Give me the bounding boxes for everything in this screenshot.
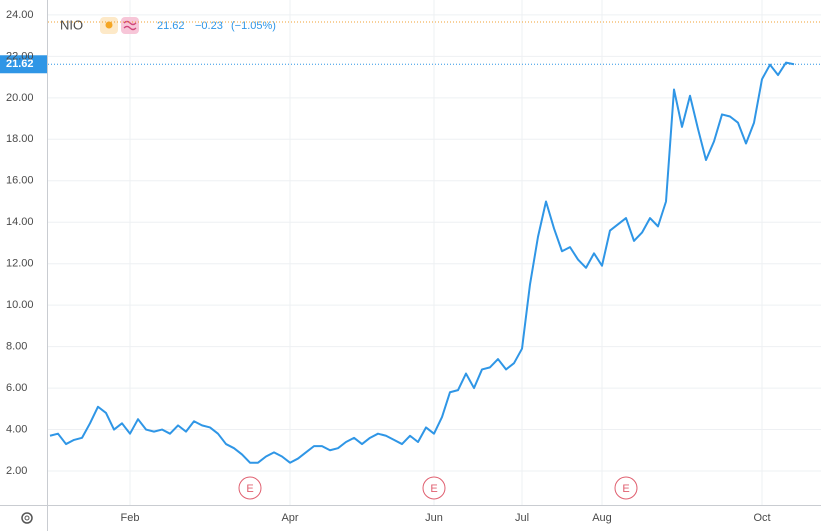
y-tick-label: 6.00: [6, 382, 27, 394]
y-tick-label: 12.00: [6, 258, 34, 270]
settings-icon[interactable]: [21, 512, 33, 524]
y-tick-label: 14.00: [6, 216, 34, 228]
badge-wave[interactable]: [121, 17, 139, 34]
overlay: 21.62 E E E: [0, 21, 821, 500]
wave-icon: [123, 20, 137, 31]
gear-center: [24, 515, 30, 521]
y-tick-label: 24.00: [6, 9, 34, 21]
y-tick-label: 2.00: [6, 465, 27, 477]
sun-icon: [105, 21, 113, 29]
x-tick-label: Jul: [515, 512, 529, 524]
last-price-label: 21.62: [6, 58, 34, 70]
y-tick-label: 10.00: [6, 299, 34, 311]
earnings-marker[interactable]: [614, 476, 638, 500]
last-price-tag: [0, 55, 47, 74]
y-tick-label: 8.00: [6, 341, 27, 353]
x-tick-label: Feb: [121, 512, 140, 524]
earnings-label: E: [246, 483, 253, 495]
change-percent: (−1.05%): [231, 20, 276, 32]
change: −0.23: [195, 20, 223, 32]
y-tick-label: 20.00: [6, 92, 34, 104]
y-tick-label: 16.00: [6, 175, 34, 187]
earnings-label: E: [622, 483, 629, 495]
symbol: NIO: [60, 17, 83, 32]
plot: [49, 61, 795, 464]
earnings-marker[interactable]: [422, 476, 446, 500]
y-tick-label: 18.00: [6, 133, 34, 145]
gear: [21, 512, 33, 524]
earnings-label: E: [430, 483, 437, 495]
x-tick-label: Apr: [281, 512, 298, 524]
grid: [48, 0, 821, 505]
y-tick-label: 4.00: [6, 423, 27, 435]
x-tick-label: Aug: [592, 512, 612, 524]
price-line: [49, 61, 795, 464]
earnings-marker[interactable]: [238, 476, 262, 500]
x-tick-label: Jun: [425, 512, 443, 524]
y-tick-label: 22.00: [6, 50, 34, 62]
x-tick-label: Oct: [753, 512, 770, 524]
price: 21.62: [157, 20, 185, 32]
